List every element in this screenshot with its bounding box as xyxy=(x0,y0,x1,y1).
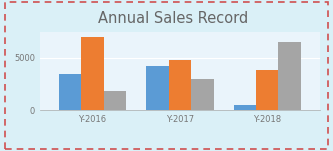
Bar xyxy=(233,105,256,110)
Bar xyxy=(81,37,104,110)
Bar xyxy=(191,79,213,110)
Bar xyxy=(146,66,168,110)
Bar xyxy=(278,42,301,110)
Bar xyxy=(168,60,191,110)
Text: Annual Sales Record: Annual Sales Record xyxy=(98,11,248,26)
Bar xyxy=(256,71,278,110)
Bar xyxy=(104,91,126,110)
Bar xyxy=(59,74,81,110)
